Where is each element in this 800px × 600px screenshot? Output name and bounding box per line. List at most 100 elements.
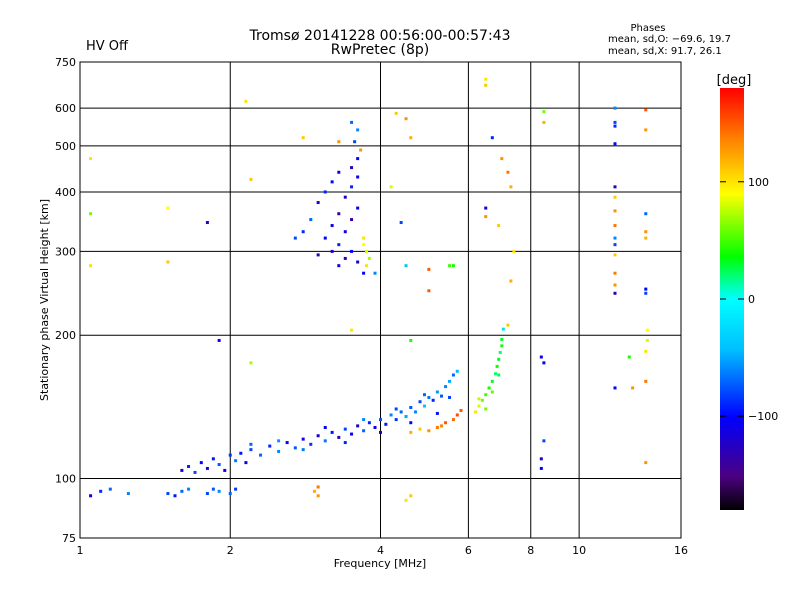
data-point xyxy=(362,429,366,433)
data-point xyxy=(316,201,320,205)
data-point xyxy=(498,350,502,354)
data-point xyxy=(228,453,232,457)
data-point xyxy=(205,492,209,496)
data-point xyxy=(211,457,215,461)
data-point xyxy=(350,218,354,222)
data-point xyxy=(427,289,431,293)
data-point xyxy=(644,349,648,353)
data-point xyxy=(309,442,313,446)
data-point xyxy=(490,390,494,394)
data-point xyxy=(356,157,360,161)
data-point xyxy=(487,386,491,390)
data-point xyxy=(166,206,170,210)
data-point xyxy=(362,236,366,240)
data-point xyxy=(89,494,93,498)
data-point xyxy=(497,373,501,377)
y-tick-label: 600 xyxy=(55,102,76,115)
data-point xyxy=(631,386,635,390)
data-point xyxy=(613,386,617,390)
data-point xyxy=(644,461,648,465)
data-point xyxy=(301,437,305,441)
data-point xyxy=(217,489,221,493)
data-point xyxy=(435,425,439,429)
data-point xyxy=(431,398,435,402)
data-point xyxy=(500,157,504,161)
data-point xyxy=(451,418,455,422)
data-point xyxy=(223,468,227,472)
data-point xyxy=(316,485,320,489)
data-point xyxy=(539,457,543,461)
data-point xyxy=(404,117,408,121)
data-point xyxy=(477,404,481,408)
data-point xyxy=(480,398,484,402)
data-point xyxy=(409,430,413,434)
data-point xyxy=(323,439,327,443)
data-points xyxy=(89,77,649,502)
data-point xyxy=(301,230,305,234)
data-point xyxy=(350,249,354,253)
data-point xyxy=(337,212,341,216)
data-point xyxy=(422,393,426,397)
data-point xyxy=(365,264,369,268)
data-point xyxy=(108,487,112,491)
data-point xyxy=(259,453,263,457)
data-point xyxy=(506,170,510,174)
data-point xyxy=(199,461,203,465)
data-point xyxy=(301,136,305,140)
data-point xyxy=(613,291,617,295)
data-point xyxy=(451,264,455,268)
data-point xyxy=(409,494,413,498)
data-point xyxy=(506,323,510,327)
data-point xyxy=(356,206,360,210)
data-point xyxy=(399,221,403,225)
data-point xyxy=(418,427,422,431)
data-point xyxy=(409,338,413,342)
data-point xyxy=(427,395,431,399)
colorbar-tick-label: 0 xyxy=(748,293,755,306)
data-point xyxy=(330,430,334,434)
chart-title: Tromsø 20141228 00:56:00-00:57:43 xyxy=(249,28,511,44)
data-point xyxy=(173,494,177,498)
data-point xyxy=(484,393,488,397)
data-point xyxy=(362,243,366,247)
data-point xyxy=(293,446,297,450)
data-point xyxy=(249,448,253,452)
data-point xyxy=(268,444,272,448)
data-point xyxy=(301,448,305,452)
data-point xyxy=(343,256,347,260)
data-point xyxy=(180,489,184,493)
data-point xyxy=(448,395,452,399)
data-point xyxy=(356,260,360,264)
x-tick-label: 16 xyxy=(674,544,688,557)
data-point xyxy=(367,256,371,260)
data-point xyxy=(330,249,334,253)
data-point xyxy=(89,157,93,161)
data-point xyxy=(497,224,501,228)
data-point xyxy=(379,418,382,422)
data-point xyxy=(613,195,617,199)
grid xyxy=(80,62,681,538)
hv-status: HV Off xyxy=(86,39,129,54)
data-point xyxy=(448,379,452,383)
data-point xyxy=(644,287,648,291)
data-point xyxy=(359,148,363,152)
y-tick-label: 75 xyxy=(62,532,76,545)
data-point xyxy=(211,487,215,491)
data-point xyxy=(187,487,191,491)
data-point xyxy=(356,424,360,428)
data-point xyxy=(613,106,617,110)
data-point xyxy=(490,136,494,140)
data-point xyxy=(312,489,316,493)
data-point xyxy=(362,418,366,422)
data-point xyxy=(440,394,444,398)
data-point xyxy=(228,492,232,496)
data-point xyxy=(89,264,93,268)
colorbar-ticks: 100 0 −100 xyxy=(720,176,778,423)
data-point xyxy=(343,230,347,234)
data-point xyxy=(350,432,354,436)
data-point xyxy=(455,413,459,417)
data-point xyxy=(389,413,393,417)
data-point xyxy=(389,185,393,189)
data-point xyxy=(500,344,504,348)
phases-title: Phases xyxy=(630,23,665,34)
